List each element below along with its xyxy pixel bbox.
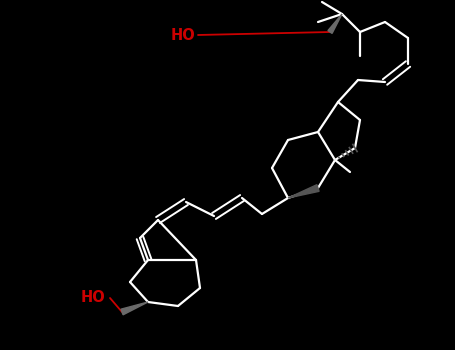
Polygon shape xyxy=(328,14,342,33)
Polygon shape xyxy=(121,302,148,315)
Polygon shape xyxy=(288,185,319,198)
Text: HO: HO xyxy=(170,28,195,42)
Text: HO: HO xyxy=(80,290,105,306)
